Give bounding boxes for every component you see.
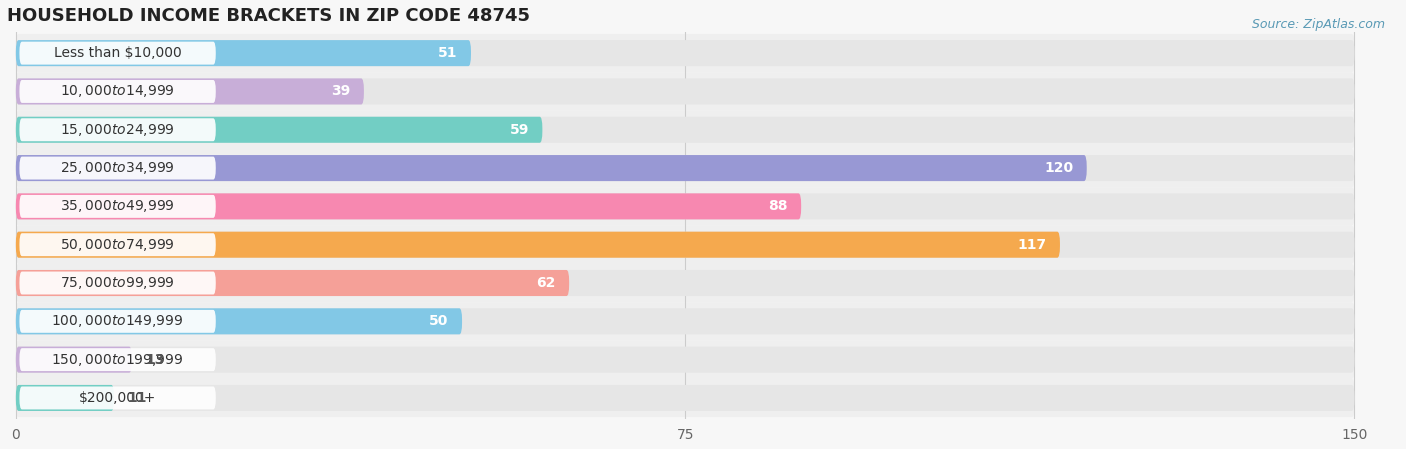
Text: Source: ZipAtlas.com: Source: ZipAtlas.com <box>1251 18 1385 31</box>
FancyBboxPatch shape <box>15 270 1354 296</box>
Text: $50,000 to $74,999: $50,000 to $74,999 <box>60 237 174 253</box>
FancyBboxPatch shape <box>15 155 1087 181</box>
Text: 51: 51 <box>439 46 457 60</box>
Text: 88: 88 <box>768 199 787 213</box>
FancyBboxPatch shape <box>20 233 215 256</box>
Text: $150,000 to $199,999: $150,000 to $199,999 <box>52 352 184 368</box>
Text: 11: 11 <box>128 391 146 405</box>
FancyBboxPatch shape <box>15 72 1354 110</box>
FancyBboxPatch shape <box>15 79 364 105</box>
FancyBboxPatch shape <box>15 117 543 143</box>
FancyBboxPatch shape <box>15 194 801 220</box>
FancyBboxPatch shape <box>15 79 1354 105</box>
FancyBboxPatch shape <box>20 42 215 65</box>
FancyBboxPatch shape <box>15 308 463 335</box>
Text: $25,000 to $34,999: $25,000 to $34,999 <box>60 160 174 176</box>
Text: $35,000 to $49,999: $35,000 to $49,999 <box>60 198 174 214</box>
Text: 59: 59 <box>509 123 529 137</box>
FancyBboxPatch shape <box>15 187 1354 225</box>
FancyBboxPatch shape <box>15 34 1354 72</box>
FancyBboxPatch shape <box>15 347 132 373</box>
FancyBboxPatch shape <box>15 385 1354 411</box>
FancyBboxPatch shape <box>15 308 1354 335</box>
FancyBboxPatch shape <box>20 157 215 180</box>
FancyBboxPatch shape <box>15 347 1354 373</box>
Text: $75,000 to $99,999: $75,000 to $99,999 <box>60 275 174 291</box>
FancyBboxPatch shape <box>15 149 1354 187</box>
FancyBboxPatch shape <box>20 118 215 141</box>
FancyBboxPatch shape <box>20 387 215 409</box>
FancyBboxPatch shape <box>15 40 471 66</box>
FancyBboxPatch shape <box>20 195 215 218</box>
FancyBboxPatch shape <box>20 310 215 333</box>
Text: 50: 50 <box>429 314 449 328</box>
Text: HOUSEHOLD INCOME BRACKETS IN ZIP CODE 48745: HOUSEHOLD INCOME BRACKETS IN ZIP CODE 48… <box>7 7 530 25</box>
FancyBboxPatch shape <box>20 80 215 103</box>
FancyBboxPatch shape <box>15 232 1060 258</box>
Text: 39: 39 <box>332 84 350 98</box>
FancyBboxPatch shape <box>15 270 569 296</box>
FancyBboxPatch shape <box>15 194 1354 220</box>
FancyBboxPatch shape <box>15 264 1354 302</box>
FancyBboxPatch shape <box>15 232 1354 258</box>
FancyBboxPatch shape <box>15 155 1354 181</box>
FancyBboxPatch shape <box>15 40 1354 66</box>
Text: 120: 120 <box>1045 161 1073 175</box>
Text: Less than $10,000: Less than $10,000 <box>53 46 181 60</box>
Text: 13: 13 <box>145 352 165 367</box>
Text: $15,000 to $24,999: $15,000 to $24,999 <box>60 122 174 138</box>
FancyBboxPatch shape <box>20 272 215 295</box>
FancyBboxPatch shape <box>15 225 1354 264</box>
FancyBboxPatch shape <box>15 302 1354 340</box>
FancyBboxPatch shape <box>20 348 215 371</box>
Text: 117: 117 <box>1018 238 1046 252</box>
FancyBboxPatch shape <box>15 379 1354 417</box>
FancyBboxPatch shape <box>15 117 1354 143</box>
Text: $200,000+: $200,000+ <box>79 391 156 405</box>
Text: 62: 62 <box>536 276 555 290</box>
Text: $100,000 to $149,999: $100,000 to $149,999 <box>52 313 184 329</box>
Text: $10,000 to $14,999: $10,000 to $14,999 <box>60 84 174 99</box>
FancyBboxPatch shape <box>15 110 1354 149</box>
FancyBboxPatch shape <box>15 385 114 411</box>
FancyBboxPatch shape <box>15 340 1354 379</box>
